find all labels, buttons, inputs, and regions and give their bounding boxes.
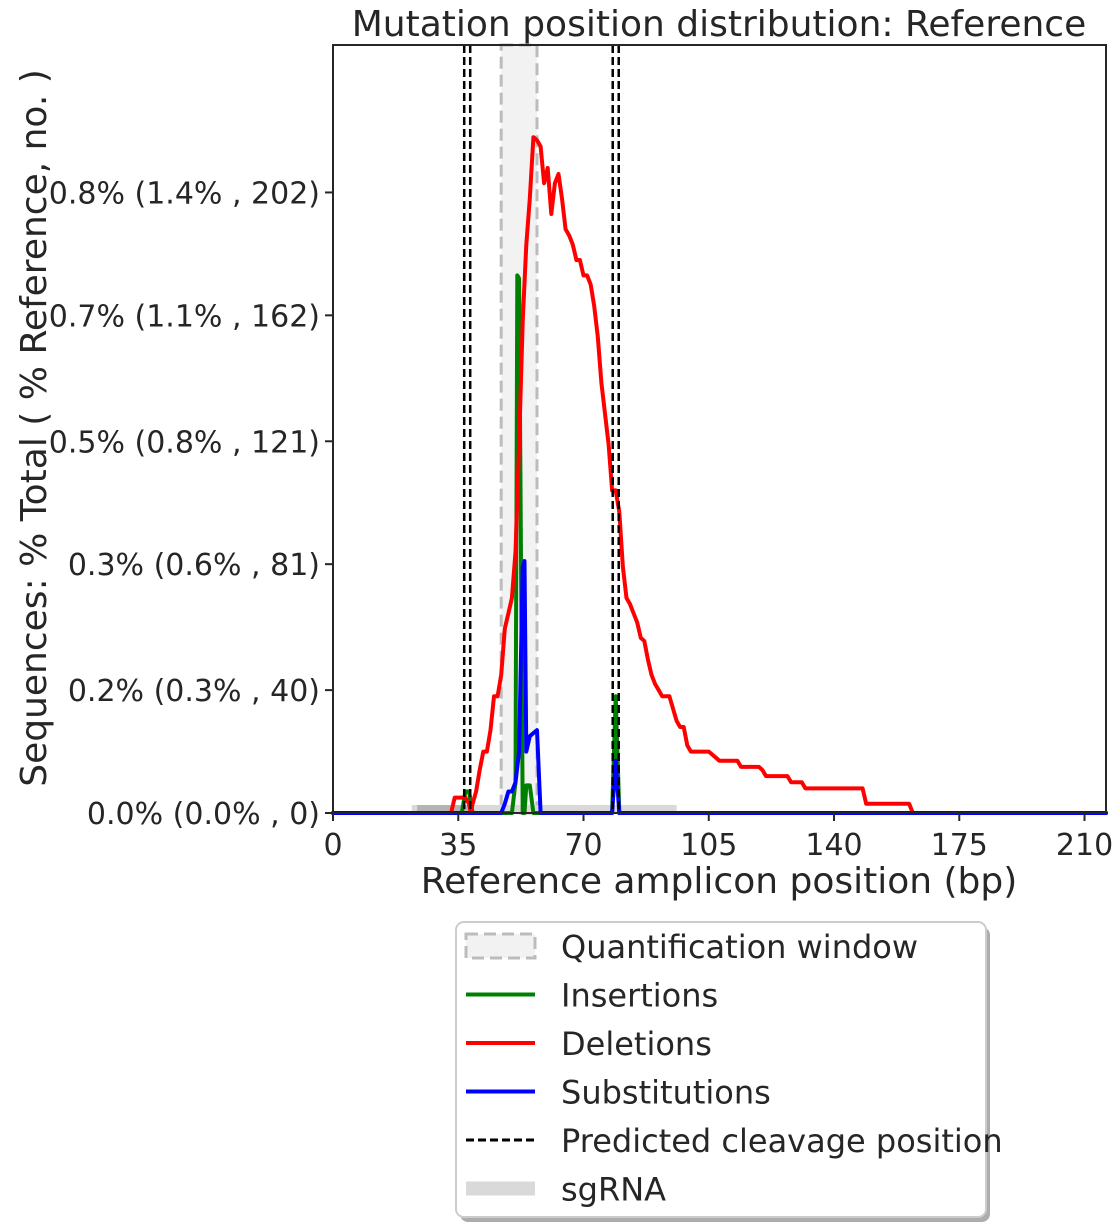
legend-label-deletions: Deletions xyxy=(561,1025,712,1063)
legend-label-quantification-window: Quantification window xyxy=(561,928,918,966)
legend-swatch-sgrna xyxy=(466,1181,535,1196)
y-tick-label-202: 0.8% (1.4% , 202) xyxy=(49,176,320,211)
legend-label-insertions: Insertions xyxy=(561,977,718,1015)
legend-swatch-quantification-window xyxy=(464,932,537,960)
legend-label-sgrna: sgRNA xyxy=(561,1171,666,1209)
chart-title: Mutation position distribution: Referenc… xyxy=(352,4,1087,45)
y-tick-label-40: 0.2% (0.3% , 40) xyxy=(68,674,320,709)
legend: Quantification window Insertions Deletions… xyxy=(455,921,1003,1222)
x-axis-ticks: 0 35 70 105 140 175 210 xyxy=(323,813,1113,863)
cleavage-lines xyxy=(462,45,620,813)
legend-label-predicted-cleavage-position: Predicted cleavage position xyxy=(561,1122,1003,1160)
sgrna-band xyxy=(411,805,677,813)
x-tick-label-105: 105 xyxy=(680,828,737,863)
y-tick-label-0: 0.0% (0.0% , 0) xyxy=(87,797,320,832)
y-tick-label-121: 0.5% (0.8% , 121) xyxy=(49,425,320,460)
axes xyxy=(332,44,1107,814)
x-tick-label-70: 70 xyxy=(564,828,602,863)
sgrna-span-0 xyxy=(411,805,677,813)
x-tick-label-0: 0 xyxy=(323,828,342,863)
x-tick-label-210: 210 xyxy=(1056,828,1113,863)
legend-box xyxy=(455,921,987,1218)
y-axis-label: Sequences: % Total ( % Reference, no. ) xyxy=(14,69,55,787)
series-deletions xyxy=(331,135,1108,815)
legend-label-substitutions: Substitutions xyxy=(561,1074,771,1112)
x-tick-label-140: 140 xyxy=(805,828,862,863)
plot-background xyxy=(333,45,1106,813)
x-axis-label: Reference amplicon position (bp) xyxy=(421,861,1018,902)
y-tick-label-81: 0.3% (0.6% , 81) xyxy=(68,548,320,583)
x-tick-label-175: 175 xyxy=(931,828,988,863)
y-tick-label-162: 0.7% (1.1% , 162) xyxy=(49,299,320,334)
sgrna-span-1 xyxy=(417,805,469,813)
plot-area xyxy=(333,45,1106,813)
axes-frame xyxy=(332,44,1107,814)
series-substitutions xyxy=(331,559,1108,815)
x-tick-label-35: 35 xyxy=(439,828,477,863)
y-axis-ticks: 0.0% (0.0% , 0) 0.2% (0.3% , 40) 0.3% (0.6… xyxy=(49,176,333,832)
